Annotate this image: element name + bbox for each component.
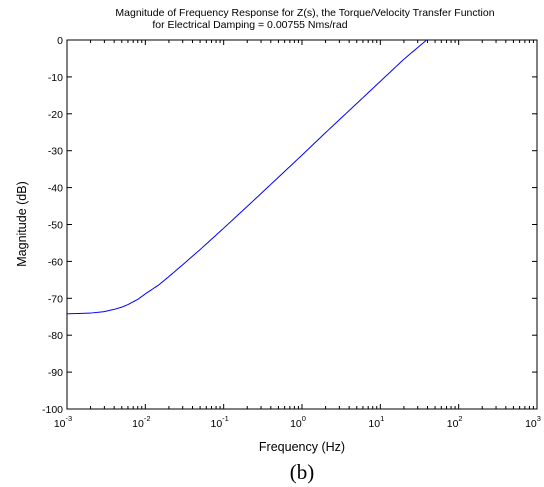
x-tick-label-exponent: -1 (222, 414, 229, 423)
x-tick-label: 101 (368, 414, 384, 430)
x-tick-label-exponent: 1 (380, 414, 384, 423)
x-tick-label-exponent: 2 (458, 414, 462, 423)
chart-title-line-2: for Electrical Damping = 0.00755 Nms/rad (152, 19, 347, 31)
plot-area (66, 39, 538, 410)
y-tick-label: -80 (48, 330, 63, 342)
y-tick-label: 0 (57, 35, 63, 47)
x-tick-label: 10-1 (210, 414, 228, 430)
y-tick-label: -50 (48, 220, 63, 232)
magnitude-line (66, 39, 427, 315)
x-tick-label: 103 (525, 414, 541, 430)
y-axis-tick-labels: 0 -10 -20 -30 -40 -50 -60 -70 -80 -90 -100 (42, 35, 63, 416)
x-tick-label: 10-3 (54, 414, 72, 430)
figure-caption: (b) (290, 460, 315, 484)
x-tick-label-base: 10 (132, 418, 144, 430)
y-tick-label: -60 (48, 256, 63, 268)
x-tick-label: 10-2 (132, 414, 150, 430)
x-tick-label-exponent: 3 (537, 414, 541, 423)
y-tick-label: -30 (48, 146, 63, 158)
y-tick-label: -70 (48, 293, 63, 305)
y-tick-label: -40 (48, 183, 63, 195)
x-tick-label-exponent: 0 (302, 414, 306, 423)
y-axis-ticks (67, 39, 537, 410)
y-tick-label: -100 (42, 404, 63, 416)
chart-title-line-1: Magnitude of Frequency Response for Z(s)… (115, 7, 494, 19)
x-tick-label-exponent: -3 (66, 414, 73, 423)
x-tick-label-base: 10 (525, 418, 537, 430)
y-axis-label: Magnitude (dB) (15, 181, 29, 266)
x-tick-label-exponent: -2 (144, 414, 151, 423)
y-tick-label: -90 (48, 367, 63, 379)
x-axis-tick-labels: 10-3 10-2 10-1 100 101 102 103 (54, 414, 541, 430)
x-tick-label-base: 10 (290, 418, 302, 430)
y-tick-label: -20 (48, 109, 63, 121)
x-tick-label-base: 10 (447, 418, 459, 430)
x-tick-label-base: 10 (54, 418, 66, 430)
x-axis-label: Frequency (Hz) (259, 440, 345, 454)
x-axis-ticks (66, 40, 538, 409)
x-tick-label-base: 10 (210, 418, 222, 430)
y-tick-label: -10 (48, 72, 63, 84)
x-tick-label-base: 10 (368, 418, 380, 430)
x-tick-label: 102 (447, 414, 463, 430)
x-tick-label: 100 (290, 414, 306, 430)
